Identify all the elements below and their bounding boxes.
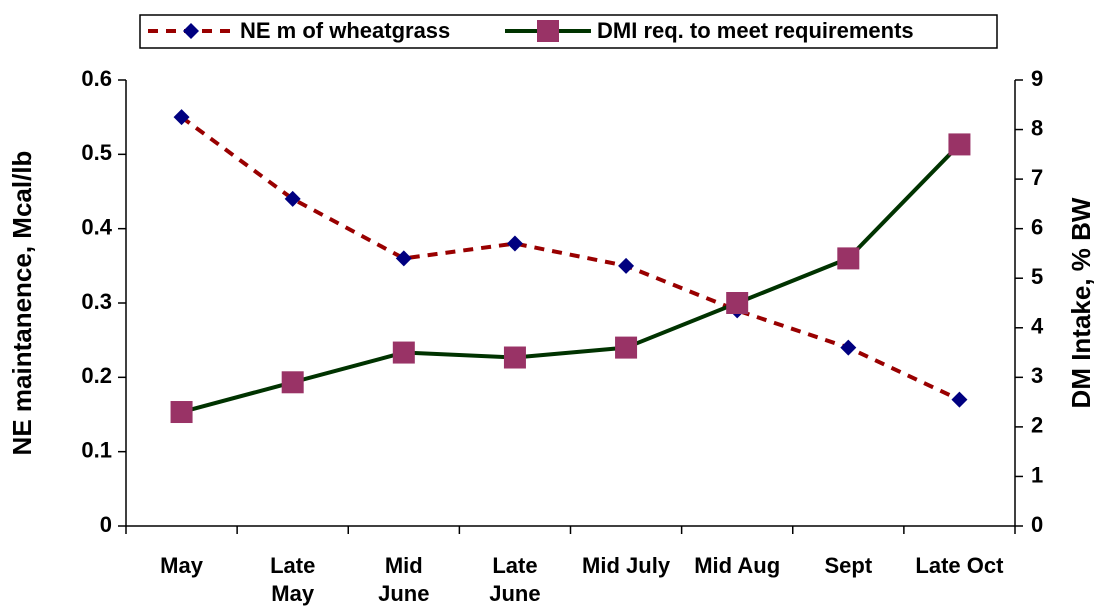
point [837, 247, 860, 270]
y2-tick-label: 6 [1031, 214, 1043, 239]
y-axis-title: NE maintanence, Mcal/lb [7, 151, 37, 456]
point [503, 346, 526, 369]
x-tick-label: Late May [270, 553, 316, 606]
y2-tick-label: 3 [1031, 363, 1043, 388]
y2-tick-label: 4 [1031, 314, 1044, 339]
y-tick-label: 0.6 [81, 66, 112, 91]
point [726, 292, 749, 314]
y2-tick-label: 7 [1031, 165, 1043, 190]
x-tick-label: May [160, 553, 203, 578]
legend-marker [537, 20, 559, 42]
y2-tick-label: 5 [1031, 264, 1043, 289]
legend-marker [183, 23, 199, 39]
point [281, 371, 304, 394]
y2-tick-label: 8 [1031, 115, 1043, 140]
x-tick-label: Late June [489, 553, 541, 606]
series-line [180, 115, 961, 402]
y2-tick-label: 9 [1031, 66, 1043, 91]
series-line [181, 143, 961, 414]
point [170, 401, 193, 424]
y-tick-label: 0 [100, 512, 112, 537]
point [506, 235, 523, 252]
point [948, 133, 971, 156]
y-tick-label: 0.3 [81, 289, 112, 314]
x-tick-label: Late Oct [915, 553, 1004, 578]
y2-tick-label: 2 [1031, 413, 1043, 438]
point [173, 109, 190, 126]
y-tick-label: 0.1 [81, 437, 112, 462]
y-tick-label: 0.2 [81, 363, 112, 388]
legend-label: DMI req. to meet requirements [597, 18, 914, 43]
y2-tick-label: 1 [1031, 462, 1043, 487]
x-tick-label: Sept [824, 553, 873, 578]
point [840, 339, 857, 356]
x-tick-label: Mid July [582, 553, 671, 578]
x-tick-label: Mid Aug [694, 553, 781, 578]
y2-tick-label: 0 [1031, 512, 1043, 537]
point [284, 190, 301, 207]
y2-axis-title: DM Intake, % BW [1066, 197, 1096, 408]
point [615, 336, 638, 359]
y-tick-label: 0.5 [81, 140, 112, 165]
legend-label: NE m of wheatgrass [240, 18, 450, 43]
point [395, 250, 412, 267]
point [951, 391, 968, 408]
point [618, 257, 635, 274]
y-tick-label: 0.4 [81, 214, 112, 239]
point [392, 341, 415, 364]
x-tick-label: Mid June [378, 553, 430, 606]
